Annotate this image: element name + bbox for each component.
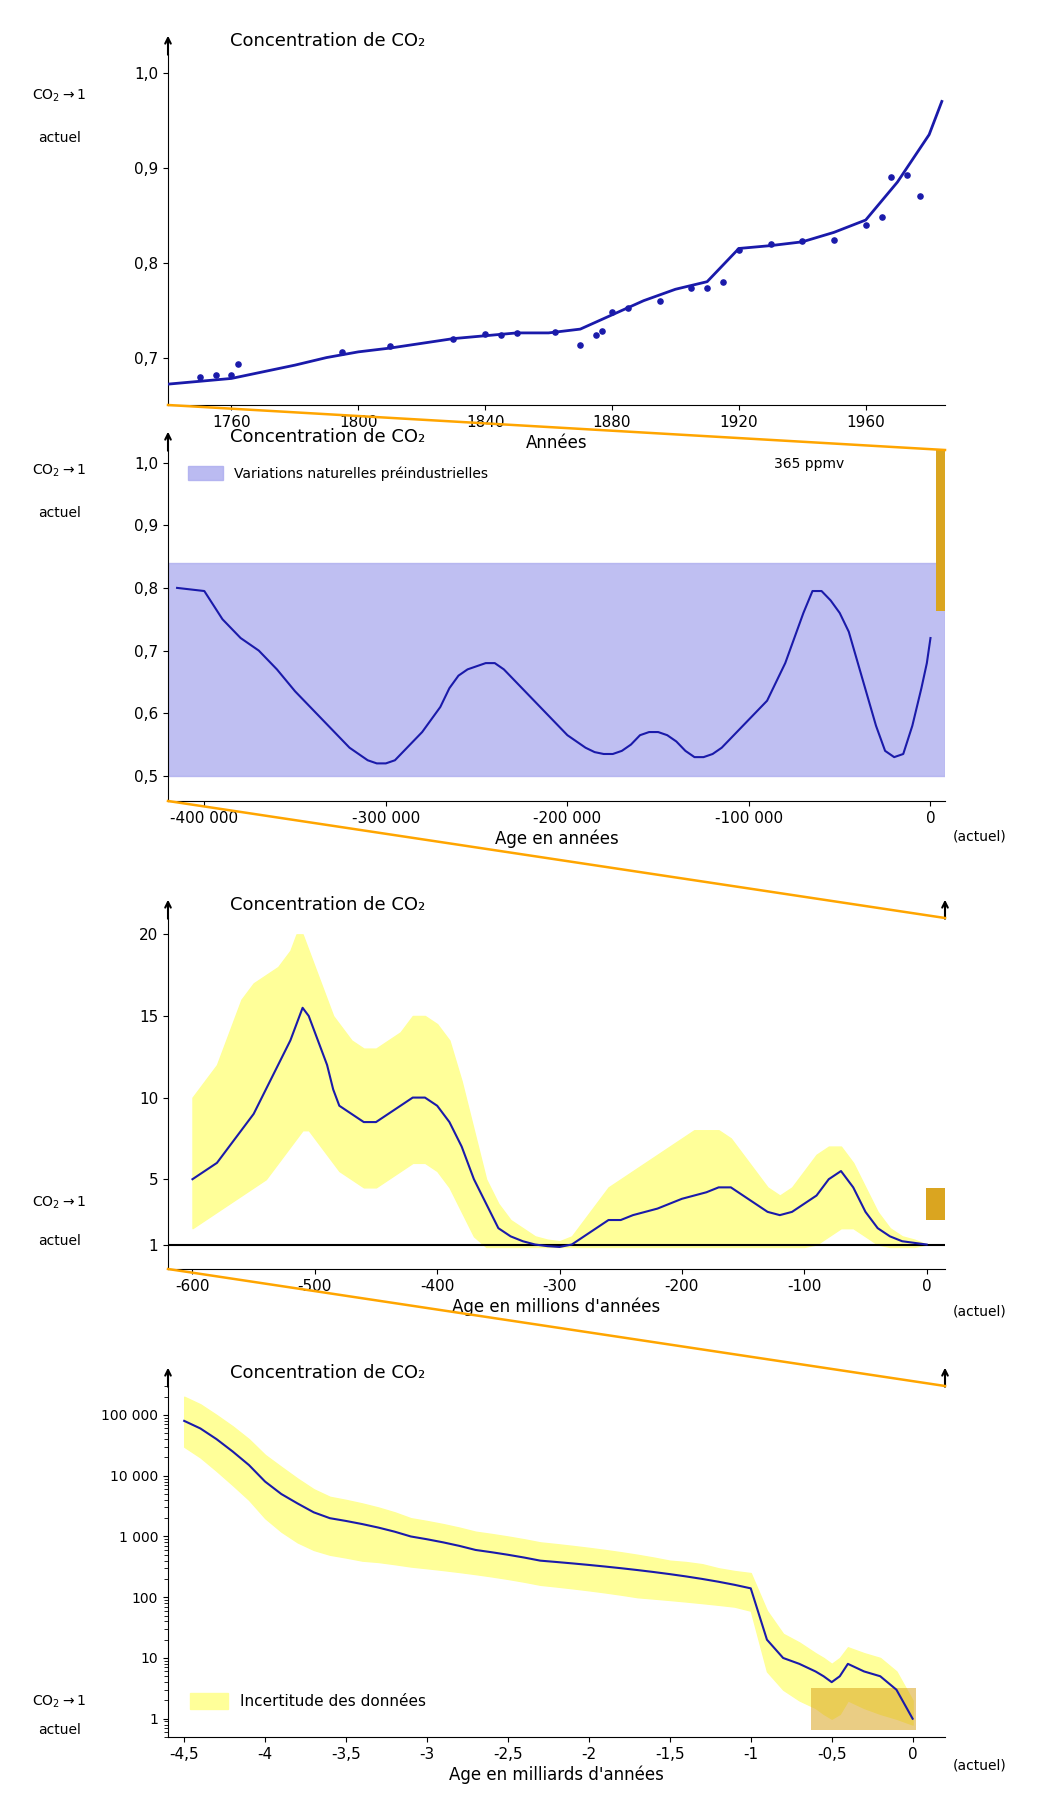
Text: Concentration de CO₂: Concentration de CO₂ [230,896,425,914]
Text: CO$_2$$\rightarrow$1: CO$_2$$\rightarrow$1 [33,1694,86,1710]
Text: actuel: actuel [38,131,81,146]
Point [492,320,509,349]
X-axis label: Age en millions d'années: Age en millions d'années [453,1298,660,1316]
Text: Concentration de CO₂: Concentration de CO₂ [230,428,425,446]
Point [588,320,605,349]
Bar [936,450,945,612]
Point [229,349,246,378]
Point [731,236,748,265]
Text: CO$_2$$\rightarrow$1: CO$_2$$\rightarrow$1 [33,88,86,104]
Legend: Variations naturelles préindustrielles: Variations naturelles préindustrielles [183,461,494,486]
Point [445,324,462,353]
Point [620,293,636,322]
Point [546,317,563,346]
Point [477,319,493,347]
Bar [811,1688,916,1730]
Text: CO$_2$$\rightarrow$1: CO$_2$$\rightarrow$1 [33,463,86,479]
Bar [926,1188,945,1220]
Point [715,266,732,295]
Point [762,229,779,257]
Point [883,164,900,193]
Text: Concentration de CO₂: Concentration de CO₂ [230,32,425,50]
Point [334,337,351,365]
Point [223,360,239,389]
X-axis label: Age en années: Age en années [495,830,618,848]
Text: CO$_2$$\rightarrow$1: CO$_2$$\rightarrow$1 [33,1193,86,1211]
Point [381,331,398,360]
Point [874,203,890,232]
Text: (actuel): (actuel) [952,1759,1007,1771]
Point [651,286,668,315]
Point [572,331,589,360]
X-axis label: Age en milliards d'années: Age en milliards d'années [449,1766,664,1784]
Text: actuel: actuel [38,1235,81,1247]
Point [682,274,699,302]
Point [794,227,811,256]
Point [899,160,916,189]
Bar [168,563,945,776]
Point [191,362,208,391]
X-axis label: Années: Années [526,434,587,452]
Text: actuel: actuel [38,1723,81,1737]
Point [911,182,928,211]
Text: (actuel): (actuel) [952,1305,1007,1318]
Point [857,211,874,239]
Text: actuel: actuel [38,506,81,520]
Text: 365 ppmv: 365 ppmv [774,457,844,472]
Legend: Incertitude des données: Incertitude des données [184,1687,432,1715]
Point [594,317,611,346]
Point [825,225,842,254]
Point [207,360,224,389]
Point [698,274,715,302]
Point [508,319,525,347]
Text: Concentration de CO₂: Concentration de CO₂ [230,1364,425,1382]
Point [604,297,621,326]
Text: (actuel): (actuel) [952,830,1007,842]
